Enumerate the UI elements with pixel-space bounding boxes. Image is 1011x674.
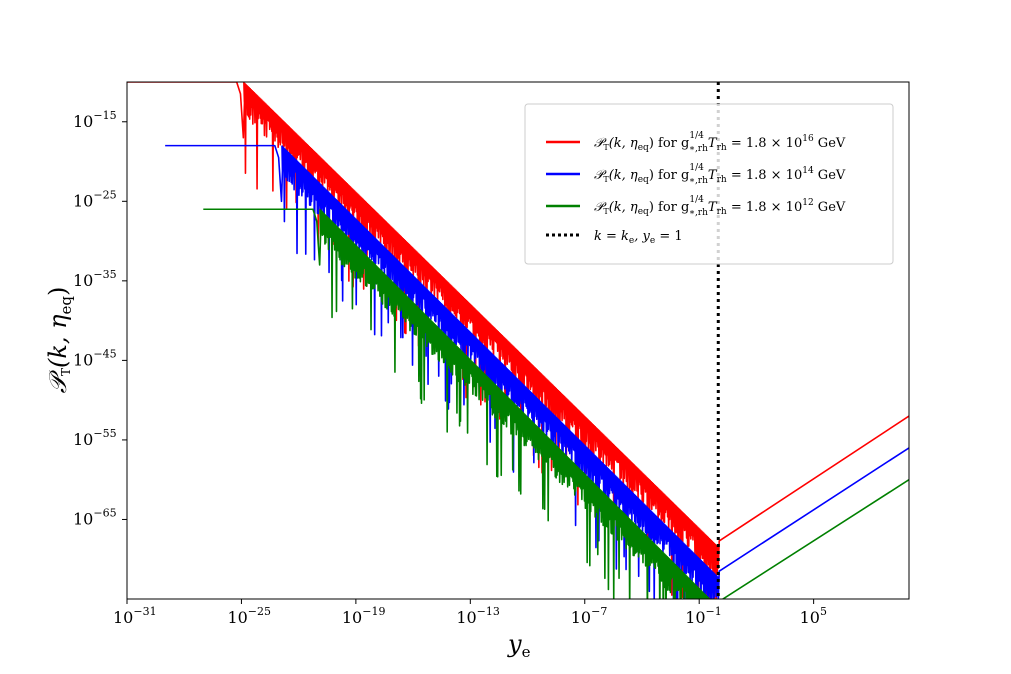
y-axis-label: 𝒫T(k, ηeq) [44, 287, 75, 394]
legend-entry-green: 𝒫T(k, ηeq) for g1/4 ∗,rhTrh = 1.8 × 1012 … [546, 195, 846, 218]
svg-text:𝒫T(k, ηeq) for g1/4∗,rhTrh =: 𝒫T(k, ηeq) for g1/4 ∗,rhTrh = 1.8 × 1014 … [594, 163, 846, 186]
svg-text:𝒫T(k, ηeq) for g1/4∗,rhTrh =: 𝒫T(k, ηeq) for g1/4 ∗,rhTrh = 1.8 × 1012 … [594, 195, 846, 218]
x-tick-label: 10−1 [685, 605, 722, 627]
x-tick-label: 10−19 [342, 605, 386, 627]
legend-entry-vline: k = ke, ye = 1 [546, 229, 683, 246]
y-tick-label: 10−15 [73, 109, 117, 131]
legend: 𝒫T(k, ηeq) for g1/4 ∗,rhTrh = 1.8 × 1016 … [524, 103, 894, 265]
x-tick-label: 10−31 [113, 605, 157, 627]
y-tick-label: 10−35 [73, 268, 117, 290]
x-axis: 10−31 10−25 10−19 10−13 10−7 10−1 105 [113, 599, 827, 627]
series-line-green [203, 208, 909, 599]
y-axis: 10−15 10−25 10−35 10−45 10−55 10−65 [73, 109, 127, 528]
x-tick-label: 10−25 [227, 605, 271, 627]
y-tick-label: 10−55 [73, 427, 117, 449]
y-tick-label: 10−45 [73, 347, 117, 369]
legend-entry-blue: 𝒫T(k, ηeq) for g1/4 ∗,rhTrh = 1.8 × 1014 … [546, 163, 846, 186]
x-tick-label: 10−7 [571, 605, 608, 627]
svg-text:k = ke, ye = 1: k = ke, ye = 1 [594, 229, 683, 246]
x-tick-label: 105 [800, 605, 827, 627]
legend-box [524, 103, 894, 265]
x-axis-label: ye [507, 630, 531, 661]
legend-entry-red: 𝒫T(k, ηeq) for g1/4 ∗,rhTrh = 1.8 × 1016 … [546, 131, 846, 154]
x-tick-label: 10−13 [456, 605, 500, 627]
y-tick-label: 10−25 [73, 188, 117, 210]
y-tick-label: 10−65 [73, 506, 117, 528]
series-line-red [127, 82, 909, 599]
series-layer [127, 82, 909, 599]
svg-text:𝒫T(k, ηeq) for g1/4∗,rhTrh =: 𝒫T(k, ηeq) for g1/4 ∗,rhTrh = 1.8 × 1016 … [594, 131, 846, 154]
plot-frame [126, 81, 910, 600]
series-line-blue [165, 144, 909, 599]
